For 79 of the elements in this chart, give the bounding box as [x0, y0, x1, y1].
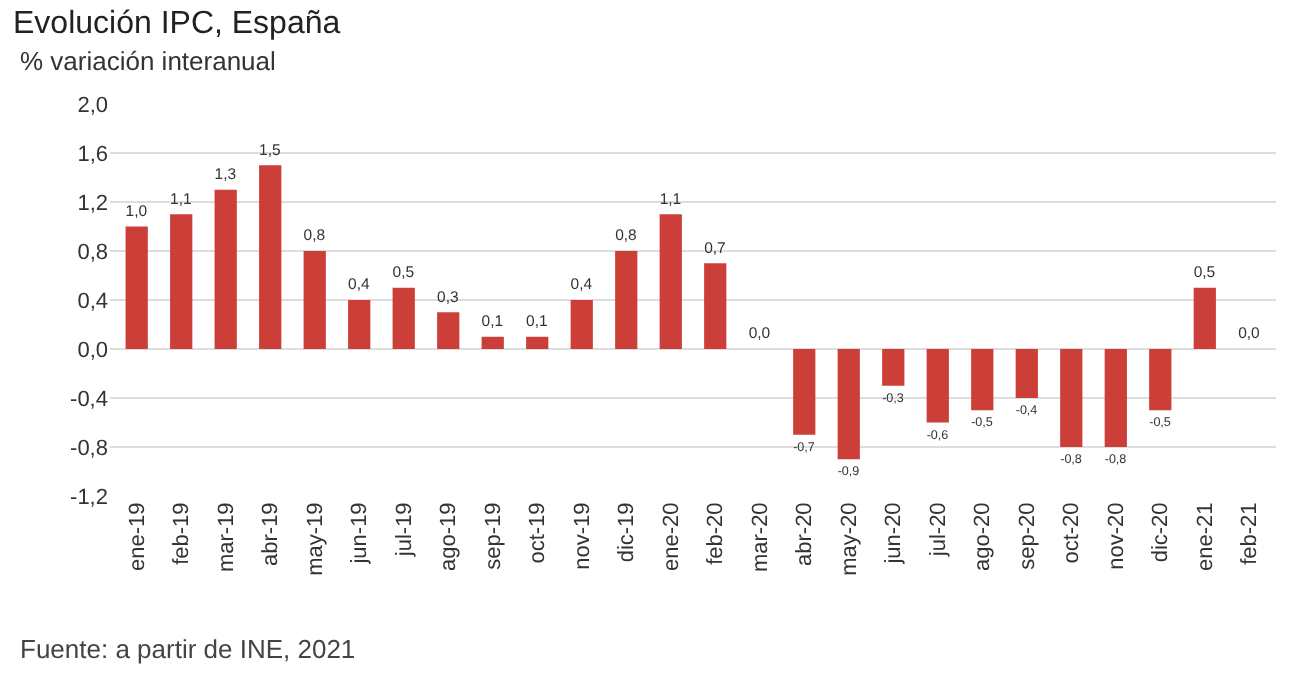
- x-tick-label: oct-20: [1060, 502, 1085, 564]
- bar: [659, 214, 682, 349]
- data-label: 0,0: [1238, 324, 1260, 343]
- x-tick-label: feb-21: [1238, 502, 1263, 565]
- x-tick-label: sep-19: [481, 502, 506, 570]
- bar: [971, 349, 994, 411]
- x-tick-label: dic-20: [1149, 502, 1174, 563]
- bar: [837, 349, 860, 460]
- chart-title: Evolución IPC, España: [13, 6, 341, 41]
- y-tick-label: 0,0: [77, 338, 108, 363]
- x-tick-label: ago-20: [971, 502, 996, 571]
- bar: [1193, 287, 1216, 349]
- y-tick-label: -0,4: [70, 387, 108, 412]
- y-tick-label: 0,8: [77, 240, 108, 265]
- bar: [1149, 349, 1172, 411]
- bar: [214, 189, 237, 349]
- bar: [793, 349, 816, 435]
- y-tick-label: -0,8: [70, 436, 108, 461]
- data-label: 0,0: [748, 324, 771, 343]
- x-tick-label: jul-19: [392, 502, 417, 559]
- bar: [437, 312, 460, 349]
- data-label: 1,0: [125, 201, 148, 220]
- bar: [259, 165, 282, 349]
- bar: [882, 349, 905, 386]
- data-label: 0,7: [704, 238, 726, 257]
- bar: [125, 226, 148, 349]
- y-tick-label: -1,2: [70, 485, 108, 510]
- data-label: 0,4: [570, 275, 594, 294]
- bar: [1060, 349, 1083, 447]
- x-tick-label: feb-20: [704, 502, 729, 565]
- x-tick-label: jul-20: [926, 502, 951, 559]
- y-tick-label: 1,2: [77, 191, 108, 216]
- data-label: 1,5: [259, 140, 281, 159]
- bar: [1104, 349, 1127, 447]
- y-tick-label: 2,0: [77, 93, 108, 118]
- bar: [615, 251, 638, 349]
- data-label: 0,4: [348, 275, 372, 294]
- bar: [303, 251, 326, 349]
- data-label: 0,8: [615, 226, 637, 245]
- x-tick-label: nov-20: [1104, 502, 1129, 570]
- x-tick-label: jun-19: [348, 502, 373, 566]
- bar: [481, 336, 504, 349]
- bar: [392, 287, 415, 349]
- x-tick-label: sep-20: [1015, 502, 1040, 570]
- x-tick-label: nov-19: [570, 502, 595, 570]
- x-tick-label: ene-19: [125, 502, 150, 571]
- data-label: 0,5: [392, 263, 415, 282]
- x-tick-label: may-20: [837, 502, 862, 576]
- x-tick-label: oct-19: [526, 502, 551, 564]
- bar: [926, 349, 949, 423]
- data-label: 0,5: [1193, 263, 1216, 282]
- data-label: 1,1: [659, 189, 682, 208]
- bar: [170, 214, 193, 349]
- source-note: Fuente: a partir de INE, 2021: [20, 634, 356, 664]
- x-tick-label: abr-19: [259, 502, 284, 566]
- data-label: 1,1: [170, 189, 192, 208]
- x-tick-label: mar-20: [748, 502, 773, 573]
- bar: [526, 336, 549, 349]
- bar: [704, 263, 727, 349]
- x-tick-label: dic-19: [615, 502, 640, 563]
- x-tick-label: ene-21: [1193, 502, 1218, 571]
- data-label: 0,1: [481, 312, 504, 331]
- chart-subtitle: % variación interanual: [20, 46, 277, 76]
- x-tick-label: mar-19: [214, 502, 239, 573]
- x-tick-label: may-19: [303, 502, 328, 576]
- bar: [1015, 349, 1038, 398]
- bar: [570, 300, 593, 349]
- data-label: 1,3: [214, 165, 237, 184]
- data-label: 0,1: [526, 312, 548, 331]
- x-tick-label: ene-20: [659, 502, 684, 571]
- x-tick-label: feb-19: [170, 502, 195, 565]
- x-tick-label: jun-20: [882, 502, 907, 566]
- x-tick-label: ago-19: [437, 502, 462, 571]
- data-label: 0,3: [437, 287, 459, 306]
- y-tick-label: 0,4: [77, 289, 108, 314]
- bar: [348, 300, 371, 349]
- y-tick-label: 1,6: [77, 142, 108, 167]
- data-label: 0,8: [303, 226, 326, 245]
- x-tick-label: abr-20: [793, 502, 818, 566]
